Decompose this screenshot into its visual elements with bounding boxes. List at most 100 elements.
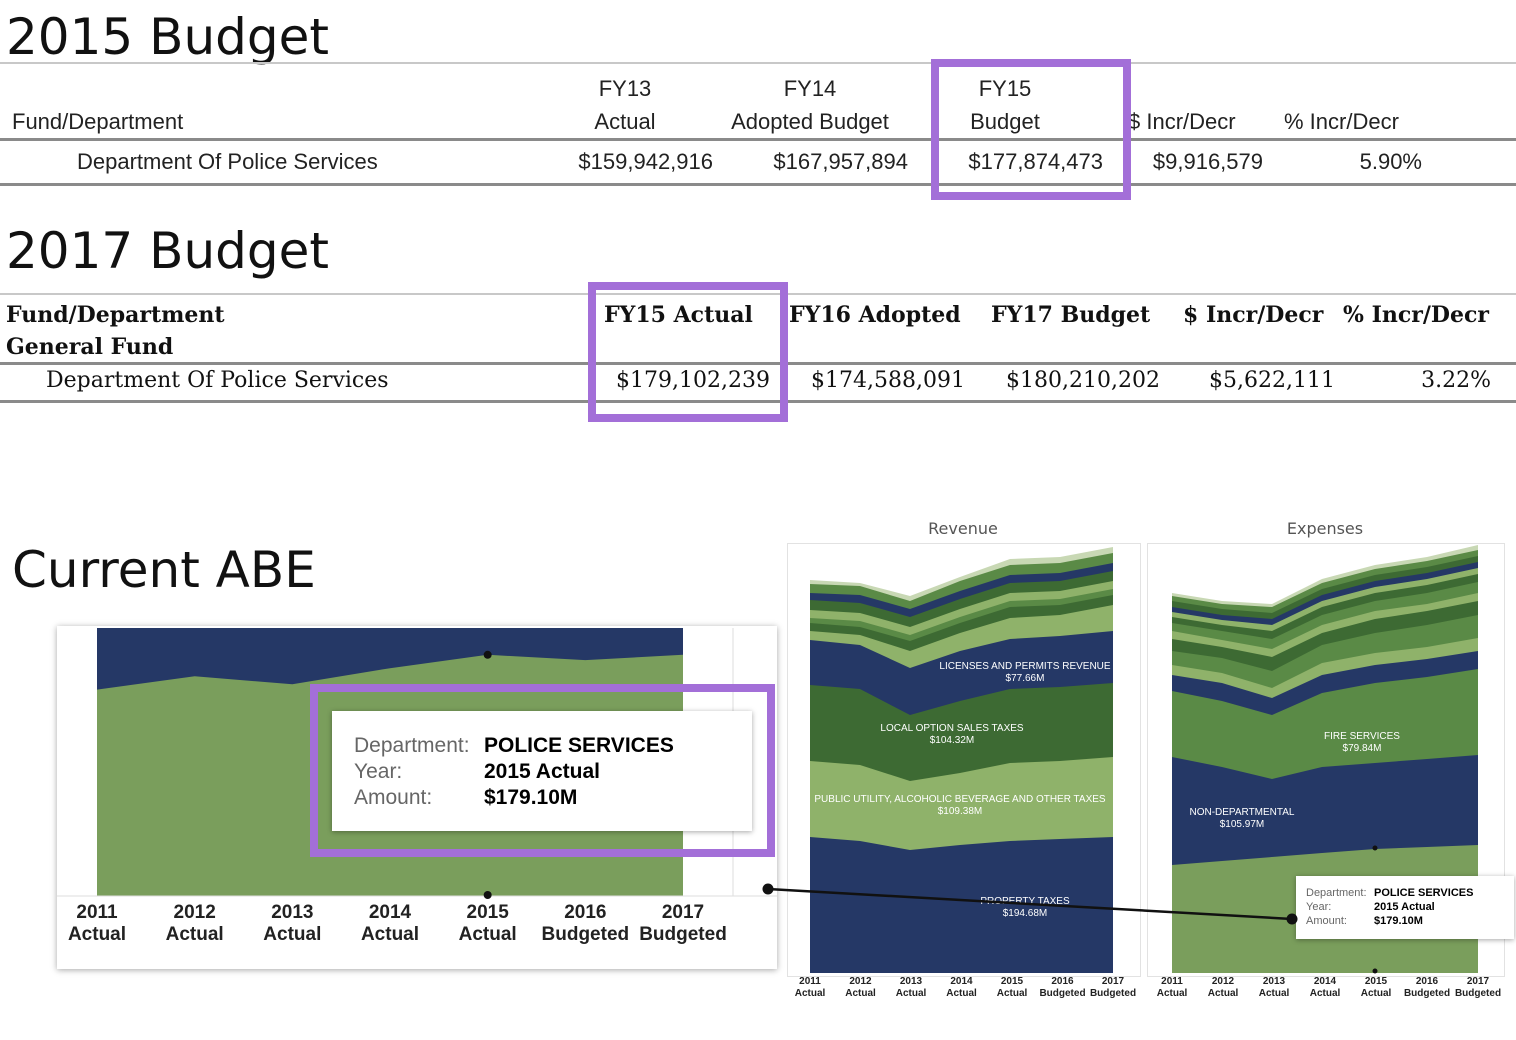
- x-tick-label: 2012 Actual: [845, 976, 876, 999]
- x-tick-label: 2012 Actual: [165, 902, 224, 945]
- label-name: FIRE SERVICES: [1324, 731, 1400, 742]
- small-tooltip-police-services: Department: POLICE SERVICES Year: 2015 Act…: [1296, 876, 1514, 939]
- row-incr-value: $9,916,579: [1152, 149, 1263, 174]
- label-name: PUBLIC UTILITY, ALCOHOLIC BEVERAGE AND O…: [814, 794, 1106, 805]
- label-name: NON-DEPARTMENTAL: [1189, 807, 1295, 818]
- header-pct-incr-decr: % Incr/Decr: [1343, 302, 1489, 328]
- label-value: $104.32M: [929, 735, 975, 746]
- header-fy15-actual: FY15 Actual: [604, 302, 753, 328]
- divider: [0, 362, 1516, 365]
- header-fy14-line1: FY14: [783, 76, 837, 101]
- revenue-chart-title: Revenue: [928, 519, 998, 538]
- x-tick-label: 2017 Budgeted: [639, 902, 727, 945]
- revenue-label-property: PROPERTY TAXES $194.68M: [938, 896, 1112, 920]
- tooltip-dept-value: POLICE SERVICES: [484, 734, 674, 757]
- x-tick-label: 2014 Actual: [1309, 976, 1341, 999]
- header-incr-decr: $ Incr/Decr: [1183, 302, 1324, 328]
- header-pct-incr-decr: % Incr/Decr: [1284, 109, 1399, 134]
- x-tick-label: 2015 Actual: [1360, 976, 1392, 999]
- police-2015-point: [1372, 845, 1378, 851]
- row-fy15-value: $179,102,239: [616, 368, 770, 393]
- expenses-chart-title: Expenses: [1286, 519, 1364, 538]
- revenue-label-public-utility: PUBLIC UTILITY, ALCOHOLIC BEVERAGE AND O…: [810, 794, 1110, 818]
- label-value: $105.97M: [1219, 819, 1265, 830]
- x-tick-label: 2016 Budgeted: [1039, 976, 1086, 999]
- label-value: $79.84M: [1342, 743, 1382, 754]
- label-value: $77.66M: [1005, 673, 1045, 684]
- small-tooltip-year-label: Year:: [1306, 901, 1332, 913]
- title-current-abe: Current ABE: [12, 541, 316, 599]
- divider: [0, 183, 1516, 186]
- x-tick-label: 2015 Actual: [996, 976, 1028, 999]
- expenses-chart-frame: [1147, 543, 1505, 977]
- label-name: LICENSES AND PERMITS REVENUE: [939, 661, 1111, 672]
- expenses-x-axis-labels: 2011 Actual 2012 Actual 2013 Actual 2014 Actual…: [1147, 976, 1503, 1004]
- x-tick-label: 2013 Actual: [263, 902, 322, 945]
- divider: [0, 138, 1516, 141]
- header-fy13-line1: FY13: [598, 76, 652, 101]
- expenses-label-non-departmental: NON-DEPARTMENTAL $105.97M: [1155, 807, 1329, 831]
- tooltip-year-label: Year:: [354, 760, 403, 783]
- header-fy14-line2: Adopted Budget: [731, 109, 889, 134]
- header-fund-department: Fund/Department: [6, 302, 225, 328]
- axis-dot: [1372, 968, 1378, 974]
- x-axis-labels: 2011 Actual 2012 Actual 2013 Actual 2014 Actual…: [57, 902, 777, 962]
- row-fy16-value: $174,588,091: [811, 368, 965, 393]
- header-fund-department: Fund/Department: [12, 109, 184, 134]
- expenses-label-fire: FIRE SERVICES $79.84M: [1275, 731, 1449, 755]
- row-dept-name: Department Of Police Services: [77, 149, 378, 174]
- small-tooltip-dept-value: POLICE SERVICES: [1374, 887, 1474, 899]
- title-2017-budget: 2017 Budget: [6, 222, 329, 280]
- highlight-tooltip: [310, 684, 775, 857]
- header-fy15-line2: Budget: [970, 109, 1040, 134]
- small-tooltip-amount-value: $179.10M: [1374, 915, 1423, 927]
- revenue-chart-frame: [787, 543, 1141, 977]
- revenue-label-local-option: LOCAL OPTION SALES TAXES $104.32M: [865, 723, 1039, 747]
- highlight-fy15-actual: [588, 282, 788, 422]
- tooltip-amount-label: Amount:: [354, 786, 433, 809]
- label-value: $194.68M: [1002, 908, 1048, 919]
- divider: [0, 62, 1516, 64]
- small-tooltip-amount-label: Amount:: [1306, 915, 1347, 927]
- header-fy13-line2: Actual: [594, 109, 656, 134]
- row-incr-value: $5,622,111: [1209, 368, 1335, 393]
- x-tick-label: 2011 Actual: [794, 976, 826, 999]
- x-tick-label: 2017 Budgeted: [1454, 976, 1502, 999]
- header-general-fund: General Fund: [6, 334, 174, 360]
- title-2015-budget: 2015 Budget: [6, 8, 329, 66]
- tooltip-police-services: Department: POLICE SERVICES Year: 2015 Act…: [332, 711, 752, 831]
- header-fy17-budget: FY17 Budget: [991, 302, 1151, 328]
- row-fy15-value: $177,874,473: [968, 149, 1103, 174]
- row-pct-value: 5.90%: [1359, 149, 1422, 174]
- label-name: PROPERTY TAXES: [980, 896, 1070, 907]
- x-tick-label: 2017 Budgeted: [1089, 976, 1137, 999]
- row-fy14-value: $167,957,894: [773, 149, 908, 174]
- x-tick-label: 2016 Budgeted: [1403, 976, 1451, 999]
- tooltip-amount-value: $179.10M: [484, 786, 578, 809]
- header-fy15-line1: FY15: [978, 76, 1032, 101]
- row-pct-value: 3.22%: [1421, 368, 1491, 393]
- revenue-x-axis-labels: 2011 Actual 2012 Actual 2013 Actual 2014 Actual…: [787, 976, 1139, 1004]
- row-fy17-value: $180,210,202: [1006, 368, 1160, 393]
- label-name: LOCAL OPTION SALES TAXES: [880, 723, 1024, 734]
- divider: [0, 293, 1516, 295]
- header-fy16-adopted: FY16 Adopted: [789, 302, 961, 328]
- x-tick-label: 2013 Actual: [1258, 976, 1290, 999]
- axis-dot-2015: [483, 891, 492, 899]
- x-tick-label: 2014 Actual: [360, 902, 420, 945]
- revenue-label-licenses: LICENSES AND PERMITS REVENUE $77.66M: [938, 661, 1112, 685]
- label-value: $109.38M: [937, 806, 983, 817]
- revenue-area-chart: [810, 547, 1113, 973]
- row-dept-name: Department Of Police Services: [46, 368, 389, 393]
- tooltip-year-value: 2015 Actual: [484, 760, 600, 783]
- x-tick-label: 2011 Actual: [67, 902, 127, 945]
- data-point-2015: [483, 650, 492, 659]
- small-tooltip-year-value: 2015 Actual: [1374, 901, 1435, 913]
- highlight-fy15-budget: [931, 59, 1131, 200]
- divider: [0, 400, 1516, 403]
- x-tick-label: 2014 Actual: [946, 976, 977, 999]
- row-fy13-value: $159,942,916: [578, 149, 713, 174]
- x-tick-label: 2015 Actual: [458, 902, 517, 945]
- small-tooltip-dept-label: Department:: [1306, 887, 1367, 899]
- x-tick-label: 2012 Actual: [1207, 976, 1239, 999]
